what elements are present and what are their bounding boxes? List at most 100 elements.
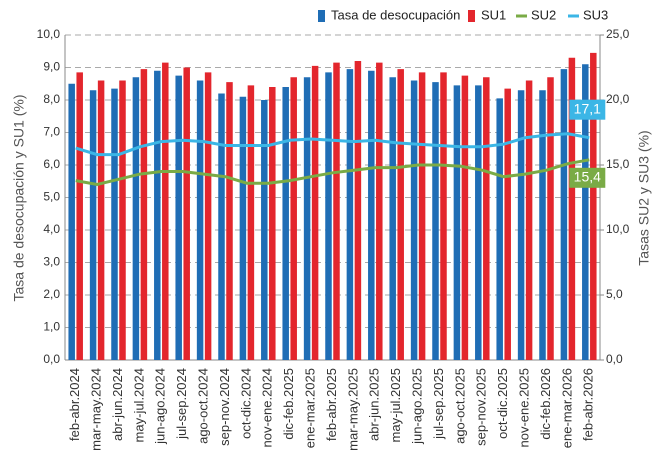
x-tick-label: abr-jun.2024 <box>110 368 125 441</box>
x-tick-label: mar-may.2024 <box>89 368 104 450</box>
x-tick-label: jul-sep.2025 <box>431 368 446 440</box>
x-tick-label: dic-feb.2025 <box>281 368 296 440</box>
x-tick-label: sep-nov.2025 <box>474 368 489 446</box>
bar <box>496 98 503 360</box>
y-tick-label: 0,0 <box>43 352 60 366</box>
x-tick-label: nov-ene.2025 <box>517 368 532 448</box>
bar <box>89 90 97 360</box>
bar <box>389 77 396 360</box>
bar <box>483 77 490 360</box>
bar <box>162 62 169 360</box>
bar <box>560 69 568 360</box>
bar <box>418 72 426 360</box>
line <box>75 158 590 187</box>
x-tick-label: ago-oct.2024 <box>196 368 211 444</box>
x-tick-label: jun-ago.2025 <box>410 368 425 445</box>
bar <box>247 85 255 360</box>
bar <box>132 77 140 360</box>
bar <box>453 85 461 360</box>
bar <box>432 82 439 360</box>
legend-swatch <box>468 10 475 22</box>
bar <box>504 88 511 360</box>
y-tick-label: 3,0 <box>43 255 60 269</box>
bar <box>154 70 161 360</box>
x-tick-label: may-jul.2024 <box>131 368 146 442</box>
y-tick-label: 10,0 <box>37 27 61 41</box>
y2-tick-label: 5,0 <box>606 287 623 301</box>
x-tick-label: sep-nov.2024 <box>217 368 232 446</box>
x-tick-label: jul-sep.2024 <box>174 368 189 440</box>
x-tick-label: feb-abr.2024 <box>67 368 82 441</box>
x-tick-label: feb-abr.2025 <box>324 368 339 441</box>
bar <box>547 77 554 360</box>
bar <box>269 87 276 360</box>
bar <box>461 75 469 360</box>
bar <box>239 96 247 360</box>
legend-label: Tasa de desocupación <box>331 7 460 22</box>
bar <box>175 75 182 360</box>
bar <box>525 80 533 360</box>
bar <box>196 80 204 360</box>
bar <box>290 77 297 360</box>
bar <box>397 69 404 360</box>
x-tick-label: ene-mar.2026 <box>559 368 574 448</box>
y-tick-label: 5,0 <box>43 190 60 204</box>
bar <box>475 85 482 360</box>
bar <box>218 93 225 360</box>
bar <box>140 69 148 360</box>
bar <box>261 100 268 360</box>
x-tick-label: nov-ene.2024 <box>260 368 275 448</box>
x-tick-label: ago-oct.2025 <box>452 368 467 444</box>
y2-tick-label: 20,0 <box>606 92 630 106</box>
x-tick-label: oct-dic.2024 <box>238 368 253 439</box>
bar <box>368 70 375 360</box>
line <box>75 132 590 157</box>
y-tick-label: 8,0 <box>43 92 60 106</box>
x-tick-label: jun-ago.2024 <box>153 368 168 445</box>
bar <box>568 57 576 360</box>
y-axis-title: Tasa de desocupación y SU1 (%) <box>11 95 27 302</box>
bar <box>325 72 332 360</box>
y2-tick-label: 10,0 <box>606 222 630 236</box>
value-label-box <box>569 167 606 188</box>
x-tick-label: ene-mar.2025 <box>303 368 318 448</box>
bar <box>354 61 362 360</box>
x-tick-label: oct-dic.2025 <box>495 368 510 439</box>
bar <box>282 87 289 360</box>
bar <box>97 80 105 360</box>
legend-label: SU1 <box>481 7 506 22</box>
x-tick-label: mar-may.2025 <box>345 368 360 450</box>
y-tick-label: 2,0 <box>43 287 60 301</box>
bar <box>303 77 311 360</box>
legend-label: SU2 <box>531 7 556 22</box>
bar <box>76 72 83 360</box>
y2-tick-label: 15,0 <box>606 157 630 171</box>
y-tick-label: 4,0 <box>43 222 60 236</box>
bar <box>333 62 340 360</box>
bar <box>346 69 354 360</box>
x-tick-label: may-jul.2025 <box>388 368 403 442</box>
bar <box>590 52 597 360</box>
y2-tick-label: 25,0 <box>606 27 630 41</box>
y-tick-label: 7,0 <box>43 125 60 139</box>
legend-label: SU3 <box>583 7 608 22</box>
y-tick-label: 9,0 <box>43 60 60 74</box>
bar <box>517 90 525 360</box>
bar <box>183 67 190 360</box>
bar <box>440 72 447 360</box>
x-tick-label: abr-jun.2025 <box>367 368 382 441</box>
bar <box>410 80 418 360</box>
bar <box>539 90 546 360</box>
x-tick-label: dic-feb.2026 <box>538 368 553 440</box>
y-tick-label: 1,0 <box>43 320 60 334</box>
y-tick-label: 6,0 <box>43 157 60 171</box>
bar <box>582 64 589 360</box>
bar <box>311 65 319 360</box>
bar <box>68 83 75 360</box>
bar <box>111 88 118 360</box>
legend-swatch <box>318 10 325 22</box>
y2-tick-label: 0,0 <box>606 352 623 366</box>
bar <box>376 62 383 360</box>
x-tick-label: feb-abr.2026 <box>581 368 596 441</box>
